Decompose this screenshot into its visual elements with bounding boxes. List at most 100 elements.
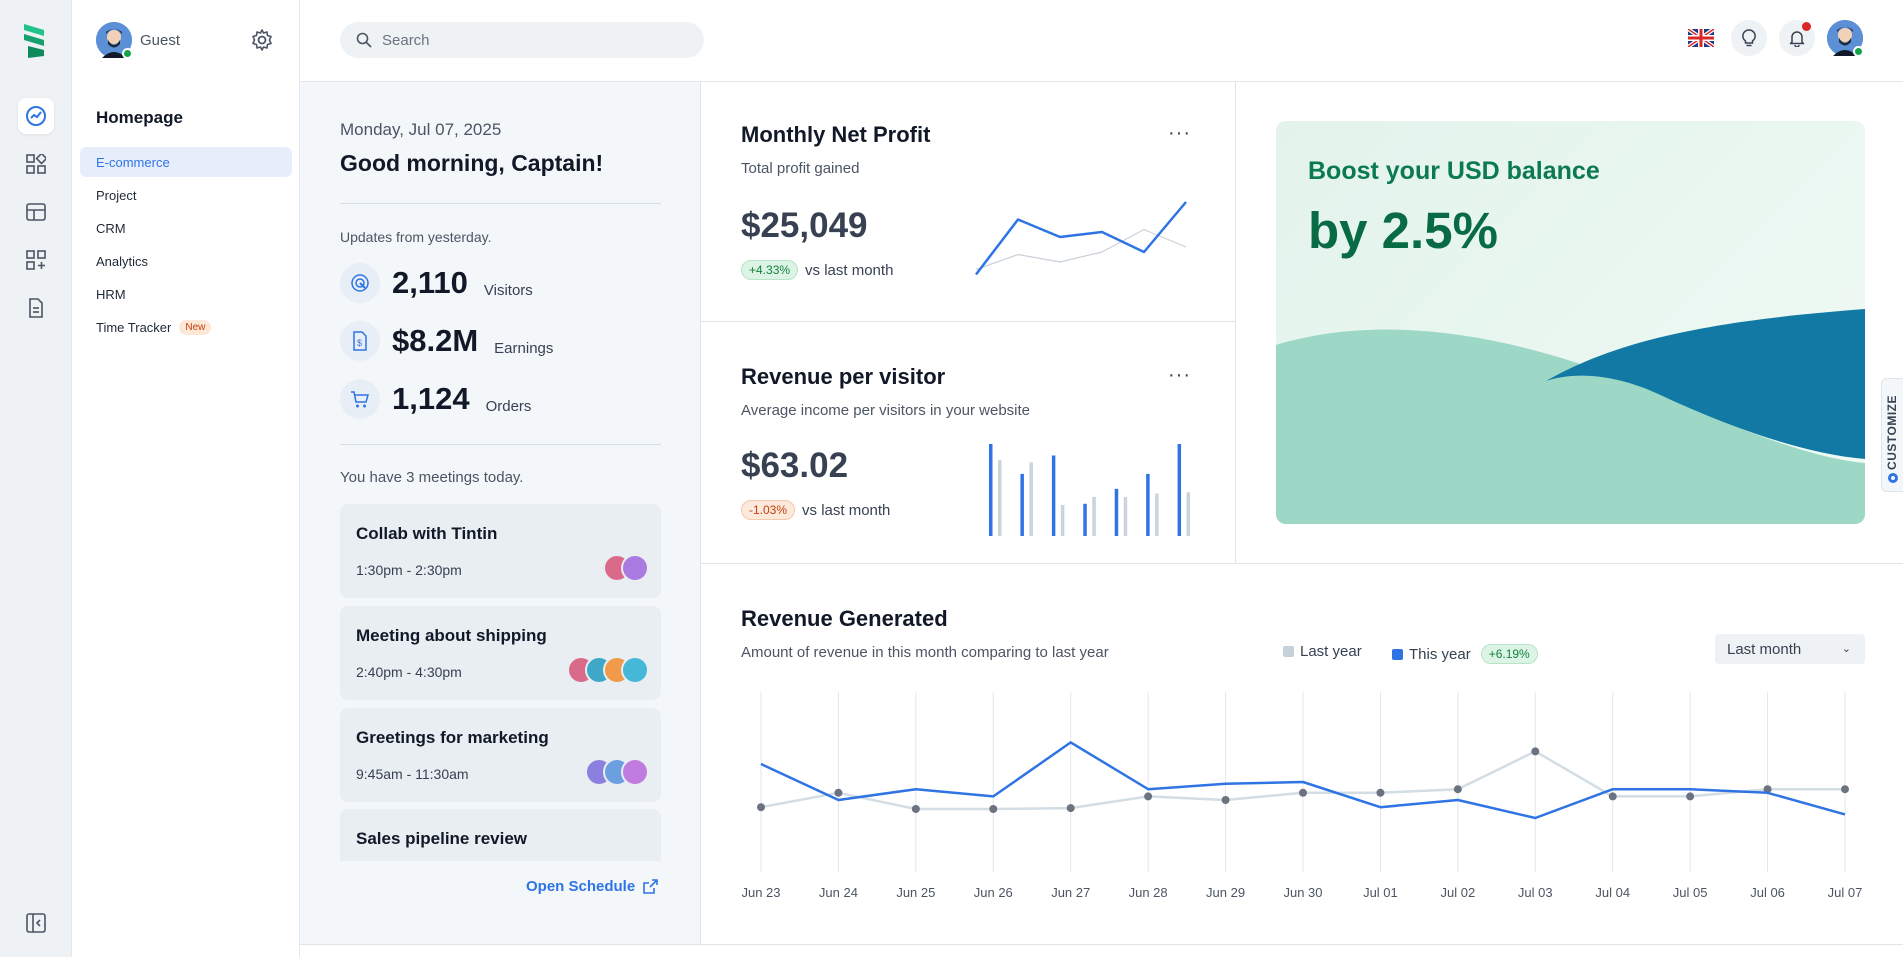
notifications-button[interactable] [1779, 20, 1815, 56]
net-profit-value: $25,049 [741, 206, 868, 245]
stat-label: Orders [485, 398, 532, 415]
customize-label: CUSTOMIZE [1885, 395, 1899, 470]
current-date: Monday, Jul 07, 2025 [340, 120, 502, 139]
revenue-per-visitor-delta: -1.03% vs last month [741, 500, 890, 520]
rail-layout-button[interactable] [18, 194, 54, 230]
greeting: Good morning, Captain! [340, 150, 604, 176]
sidebar-item-crm[interactable]: CRM [80, 213, 292, 243]
bar [1029, 462, 1033, 536]
attendee-avatars [603, 554, 649, 582]
sidebar-item-analytics[interactable]: Analytics [80, 246, 292, 276]
more-options-icon[interactable]: ··· [1168, 364, 1191, 386]
x-tick-label: Jul 02 [1441, 885, 1476, 900]
bar [989, 444, 993, 536]
search-icon [356, 32, 372, 48]
promo-percentage: by 2.5% [1308, 202, 1498, 259]
meeting-card[interactable]: Collab with Tintin 1:30pm - 2:30pm [340, 504, 661, 598]
revenue-generated-line-chart: Jun 23 Jun 24 Jun 25 Jun 26 Jun 27 Jun 28 Jun … [741, 692, 1862, 900]
new-badge: New [179, 319, 212, 335]
icon-rail [0, 0, 72, 957]
bar [1092, 496, 1096, 536]
stat-value: 1,124 [392, 381, 470, 416]
bar [1051, 455, 1056, 536]
x-tick-label: Jun 29 [1206, 885, 1245, 900]
collapse-sidebar-icon[interactable] [25, 912, 47, 934]
meeting-time: 1:30pm - 2:30pm [356, 562, 462, 578]
online-status-dot [1853, 46, 1864, 57]
sidebar-item-hrm[interactable]: HRM [80, 279, 292, 309]
x-tick-label: Jul 06 [1750, 885, 1785, 900]
rail-documents-button[interactable] [18, 290, 54, 326]
data-point-last-year [1221, 796, 1230, 804]
data-point-last-year [1531, 747, 1540, 756]
stat-label: Visitors [483, 282, 533, 299]
data-point-last-year [834, 788, 843, 797]
bar [1186, 492, 1191, 536]
data-point-last-year [1453, 785, 1462, 794]
document-icon [29, 298, 43, 318]
ideas-button[interactable] [1731, 20, 1767, 56]
uk-flag-icon [1688, 29, 1714, 47]
legend-swatch [1283, 646, 1294, 657]
data-point-last-year [757, 803, 765, 812]
meeting-time: 9:45am - 11:30am [356, 766, 469, 782]
bar [1177, 444, 1182, 536]
sidebar-item-ecommerce[interactable]: E-commerce [80, 147, 292, 177]
series-line-this-year [760, 741, 1846, 820]
layout-icon [26, 203, 46, 221]
updates-label: Updates from yesterday. [340, 229, 492, 245]
sidebar-item-label: Project [96, 187, 137, 203]
bar [1060, 504, 1065, 536]
attendee-avatars [585, 758, 649, 786]
data-point-last-year [911, 805, 920, 813]
legend-last-year: Last year [1283, 643, 1362, 660]
profile-avatar[interactable] [1827, 20, 1864, 57]
x-tick-label: Jul 05 [1673, 885, 1708, 900]
gear-icon[interactable] [250, 28, 274, 52]
bar [1155, 493, 1159, 536]
delta-text: vs last month [802, 501, 891, 519]
divider [340, 203, 661, 204]
search-box[interactable] [340, 22, 704, 58]
positive-delta-badge: +6.19% [1480, 644, 1538, 664]
period-select[interactable]: Last month ⌄ [1715, 634, 1865, 664]
daily-summary-panel: Monday, Jul 07, 2025 Good morning, Capta… [300, 82, 701, 944]
attendee-avatar [621, 554, 649, 582]
sidebar-menu: E-commerce Project CRM Analytics HRM Tim… [80, 147, 292, 345]
card-subtitle: Amount of revenue in this month comparin… [741, 644, 1109, 661]
meeting-card[interactable]: Sales pipeline review [340, 809, 661, 861]
meeting-card[interactable]: Meeting about shipping 2:40pm - 4:30pm [340, 606, 661, 700]
x-tick-label: Jun 30 [1283, 885, 1322, 900]
data-point-last-year [1841, 785, 1849, 794]
more-options-icon[interactable]: ··· [1168, 122, 1191, 144]
customize-tab[interactable]: CUSTOMIZE [1881, 378, 1903, 492]
x-tick-label: Jun 23 [741, 885, 780, 900]
sidebar-item-time-tracker[interactable]: Time Tracker New [80, 312, 292, 342]
delta-text: vs last month [805, 261, 894, 279]
rail-apps-button[interactable] [18, 146, 54, 182]
boost-balance-promo[interactable]: Boost your USD balance by 2.5% [1276, 121, 1865, 524]
data-point-last-year [1608, 792, 1617, 801]
data-point-last-year [1763, 785, 1772, 794]
data-point-last-year [1066, 804, 1075, 813]
stat-visitors: 2,110 Visitors [340, 263, 533, 303]
legend-label: Last year [1300, 643, 1362, 660]
app-logo-icon[interactable] [22, 22, 50, 60]
x-tick-label: Jun 27 [1051, 885, 1090, 900]
secondary-sidebar: Guest Homepage E-commerce Project CRM An… [72, 0, 300, 957]
top-bar [300, 0, 1903, 82]
legend-this-year: This year +6.19% [1392, 644, 1538, 664]
revenue-per-visitor-bar-chart [989, 444, 1191, 536]
language-button[interactable] [1683, 20, 1719, 56]
sidebar-item-project[interactable]: Project [80, 180, 292, 210]
open-schedule-link[interactable]: Open Schedule [526, 878, 659, 895]
user-profile[interactable]: Guest [96, 22, 180, 59]
negative-delta-badge: -1.03% [741, 500, 796, 520]
rail-widgets-button[interactable] [18, 242, 54, 278]
apps-grid-icon [26, 154, 46, 174]
rail-dashboard-button[interactable] [18, 98, 54, 134]
top-actions [1683, 20, 1864, 57]
search-input[interactable] [382, 31, 682, 49]
meeting-card[interactable]: Greetings for marketing 9:45am - 11:30am [340, 708, 661, 802]
svg-text:$: $ [357, 338, 362, 348]
